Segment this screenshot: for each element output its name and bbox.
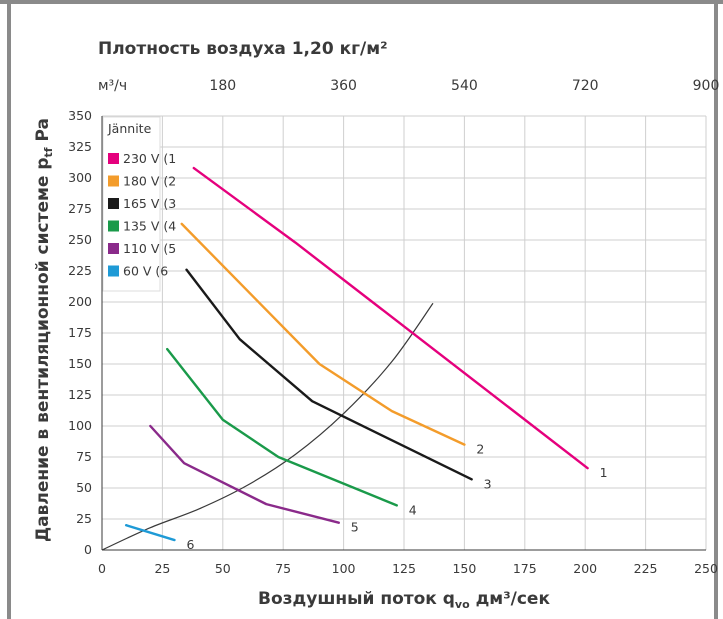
y-tick-label: 275 [68, 201, 92, 216]
top-axis-tick-label: 900 [693, 78, 720, 94]
fan-curve-line [185, 268, 473, 481]
x-axis-title-subscript: vo [455, 598, 470, 611]
system-resistance-curve [101, 302, 434, 551]
top-axis-tick-label: 360 [330, 78, 357, 94]
y-tick-label: 50 [76, 480, 92, 495]
legend-entry-label: 165 V (3 [123, 196, 176, 211]
legend-entry-label: 135 V (4 [123, 219, 176, 234]
x-tick-label: 200 [573, 561, 597, 576]
x-tick-label: 250 [694, 561, 718, 576]
x-tick-label: 150 [452, 561, 476, 576]
fan-curve-line [192, 166, 589, 470]
air-density-label: Плотность воздуха 1,20 кг/м² [98, 39, 388, 59]
y-tick-label: 100 [68, 418, 92, 433]
x-axis-title: Воздушный поток qvo дм³/сек [258, 589, 550, 611]
y-tick-label: 200 [68, 294, 92, 309]
x-tick-label: 50 [215, 561, 231, 576]
y-tick-label: 75 [76, 449, 92, 464]
legend-swatch [108, 153, 119, 164]
y-axis-title-unit: Pa [33, 118, 53, 147]
fan-curve-line [124, 524, 176, 542]
y-axis-title-main: Давление в вентиляционной системе p [33, 158, 53, 542]
fan-curve-line [166, 347, 398, 507]
legend: Jännite 230 V (1 180 V (2 165 V (3 135 V (4… [102, 116, 176, 292]
y-tick-label: 250 [68, 232, 92, 247]
top-axis-tick-label: 720 [572, 78, 599, 94]
x-tick-label: 0 [98, 561, 106, 576]
top-axis-tick-label: 180 [209, 78, 236, 94]
y-tick-label: 175 [68, 325, 92, 340]
y-tick-label: 0 [84, 542, 92, 557]
y-axis-title: Давление в вентиляционной системе ptf Pa [33, 118, 55, 542]
legend-entry-label: 180 V (2 [123, 174, 176, 189]
legend-swatch [108, 220, 119, 232]
x-tick-label: 175 [513, 561, 537, 576]
curve-number-label: 3 [484, 476, 492, 491]
x-tick-label: 25 [154, 561, 170, 576]
fan-curve-line [180, 222, 466, 446]
curve-number-label: 2 [476, 442, 484, 457]
x-tick-labels: 0 25 50 75 100 125 150 175 200 225 250 [98, 561, 718, 576]
top-axis-unit: м³/ч [98, 78, 127, 94]
fan-curve-line [149, 424, 340, 524]
legend-swatch [108, 198, 119, 209]
y-tick-labels: 0 25 50 75 100 125 150 175 200 225 250 275 300 325 350 [68, 108, 92, 557]
legend-entry-label: 60 V (6 [123, 264, 168, 279]
y-tick-label: 350 [68, 108, 92, 123]
x-axis-title-main: Воздушный поток q [258, 589, 455, 609]
series-group [124, 166, 589, 542]
curve-number-label: 6 [186, 537, 194, 552]
legend-entry-label: 230 V (1 [123, 151, 176, 166]
curve-number-labels: 1 2 3 4 5 6 [186, 442, 607, 552]
curve-number-label: 4 [409, 502, 417, 517]
x-axis-title-unit: дм³/сек [470, 589, 551, 609]
legend-swatch [108, 175, 119, 187]
y-tick-label: 325 [68, 139, 92, 154]
legend-swatch [108, 243, 119, 254]
y-tick-label: 150 [68, 356, 92, 371]
top-axis-tick-label: 540 [451, 78, 478, 94]
y-tick-label: 25 [76, 511, 92, 526]
curve-number-label: 1 [600, 465, 608, 480]
x-tick-label: 100 [332, 561, 356, 576]
x-tick-label: 225 [634, 561, 658, 576]
y-axis-title-subscript: tf [42, 147, 55, 157]
legend-entry-label: 110 V (5 [123, 241, 176, 256]
top-axis-tick-labels: 180 360 540 720 900 [209, 78, 719, 94]
x-tick-label: 75 [275, 561, 291, 576]
y-tick-label: 225 [68, 263, 92, 278]
legend-swatch [108, 265, 119, 277]
x-tick-label: 125 [392, 561, 416, 576]
legend-title: Jännite [107, 121, 152, 136]
curve-number-label: 5 [351, 520, 359, 535]
y-tick-label: 300 [68, 170, 92, 185]
grid [102, 115, 707, 550]
y-tick-label: 125 [68, 387, 92, 402]
